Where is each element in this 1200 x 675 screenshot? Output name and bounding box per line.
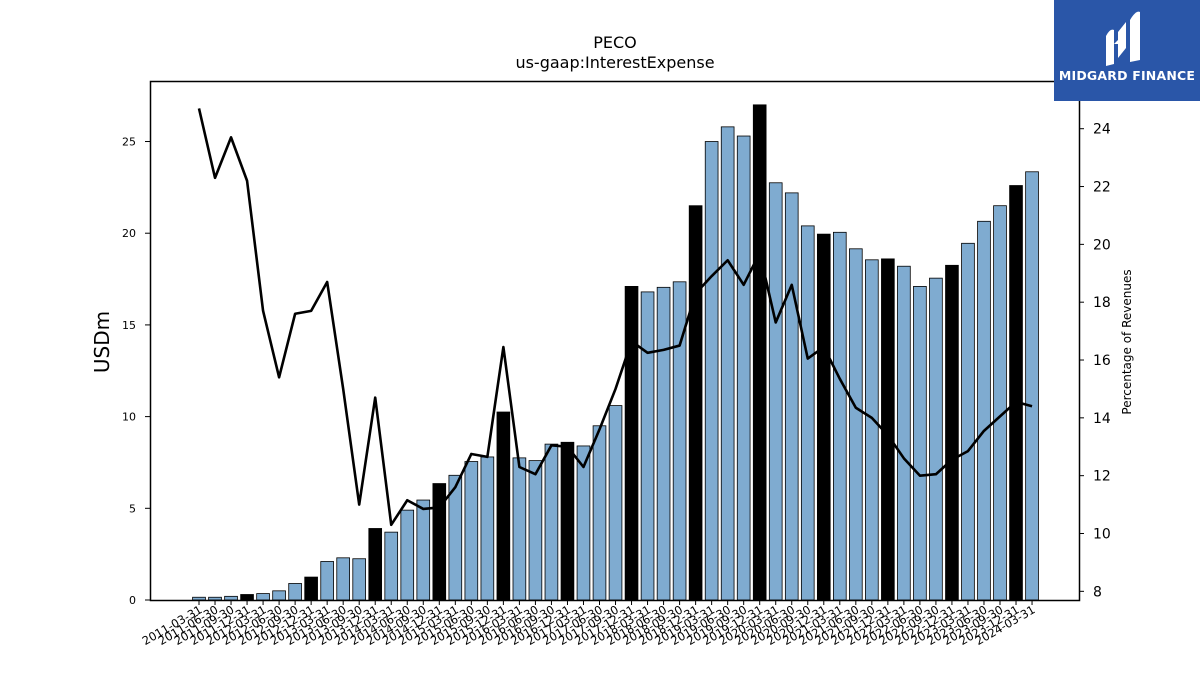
bar	[704, 141, 719, 601]
bar	[288, 583, 302, 601]
bar	[784, 192, 799, 601]
bar	[816, 233, 831, 601]
bar	[192, 596, 206, 601]
bar	[688, 205, 703, 601]
x-axis: 2011-03-312011-06-302011-09-302011-12-31…	[140, 600, 1038, 648]
bar	[897, 265, 911, 601]
bar	[384, 531, 399, 601]
bar	[752, 104, 767, 601]
bar	[512, 457, 527, 601]
bar	[656, 286, 671, 601]
bar	[304, 576, 318, 601]
bar	[929, 277, 943, 601]
y-tick-label: 0	[129, 594, 136, 607]
bar	[800, 225, 815, 601]
bar	[416, 499, 431, 601]
bar	[544, 443, 559, 601]
y2-tick-label: 10	[1093, 526, 1111, 542]
bar	[833, 231, 847, 601]
y2-tick-label: 8	[1093, 584, 1102, 600]
bar	[272, 590, 286, 601]
bar	[352, 558, 366, 601]
bar	[320, 561, 334, 601]
bar	[865, 259, 879, 601]
bar	[240, 594, 254, 601]
y-tick-label: 20	[122, 227, 136, 240]
y-tick-label: 5	[129, 502, 136, 515]
bar	[496, 411, 511, 601]
bar	[400, 509, 415, 601]
y2-tick-label: 12	[1093, 469, 1111, 485]
bar	[913, 285, 927, 601]
bar	[528, 460, 543, 601]
bar	[336, 557, 350, 601]
bar	[977, 220, 991, 601]
bar	[849, 248, 863, 601]
y-tick-label: 15	[122, 319, 136, 332]
bar	[224, 595, 238, 601]
bar	[736, 135, 751, 601]
y2-tick-label: 22	[1093, 180, 1111, 196]
bar	[1025, 171, 1039, 601]
y2-tick-label: 18	[1093, 295, 1111, 311]
y-axis-left: 0 5 10 15 20 25	[122, 136, 150, 607]
bar	[640, 291, 655, 601]
y2-tick-label: 24	[1093, 122, 1111, 138]
brand-name: MIDGARD FINANCE	[1058, 68, 1196, 83]
y2-tick-label: 16	[1093, 353, 1111, 369]
bar	[576, 445, 591, 601]
bar	[256, 593, 270, 601]
y-tick-label: 10	[122, 411, 136, 424]
bars-group	[192, 104, 1039, 601]
bar	[592, 425, 607, 601]
bar	[961, 242, 975, 601]
y2-tick-label: 14	[1093, 411, 1111, 427]
series-line	[197, 108, 1033, 527]
midgard-logo-icon	[1106, 11, 1140, 67]
chart-subtitle: us-gaap:InterestExpense	[515, 53, 714, 72]
bar	[720, 126, 735, 601]
bar	[368, 528, 383, 601]
y2-axis-label: Percentage of Revenues	[1120, 269, 1134, 414]
brand-logo: MIDGARD FINANCE	[1054, 0, 1200, 101]
bar	[624, 285, 639, 601]
bar	[945, 264, 959, 601]
bar	[608, 405, 623, 601]
bar	[993, 205, 1007, 601]
bar	[464, 461, 479, 601]
y-tick-label: 25	[122, 136, 136, 149]
bar	[480, 456, 495, 601]
y-axis-right: 8 10 12 14 16 18 20 22 24	[1079, 122, 1111, 600]
chart-title: PECO	[593, 33, 637, 52]
plot-frame	[149, 80, 1081, 602]
bar	[1009, 185, 1023, 601]
bar	[208, 596, 222, 601]
bar	[560, 441, 575, 601]
y-axis-label: USDm	[90, 311, 114, 373]
bar	[768, 182, 783, 601]
y2-tick-label: 20	[1093, 237, 1111, 253]
